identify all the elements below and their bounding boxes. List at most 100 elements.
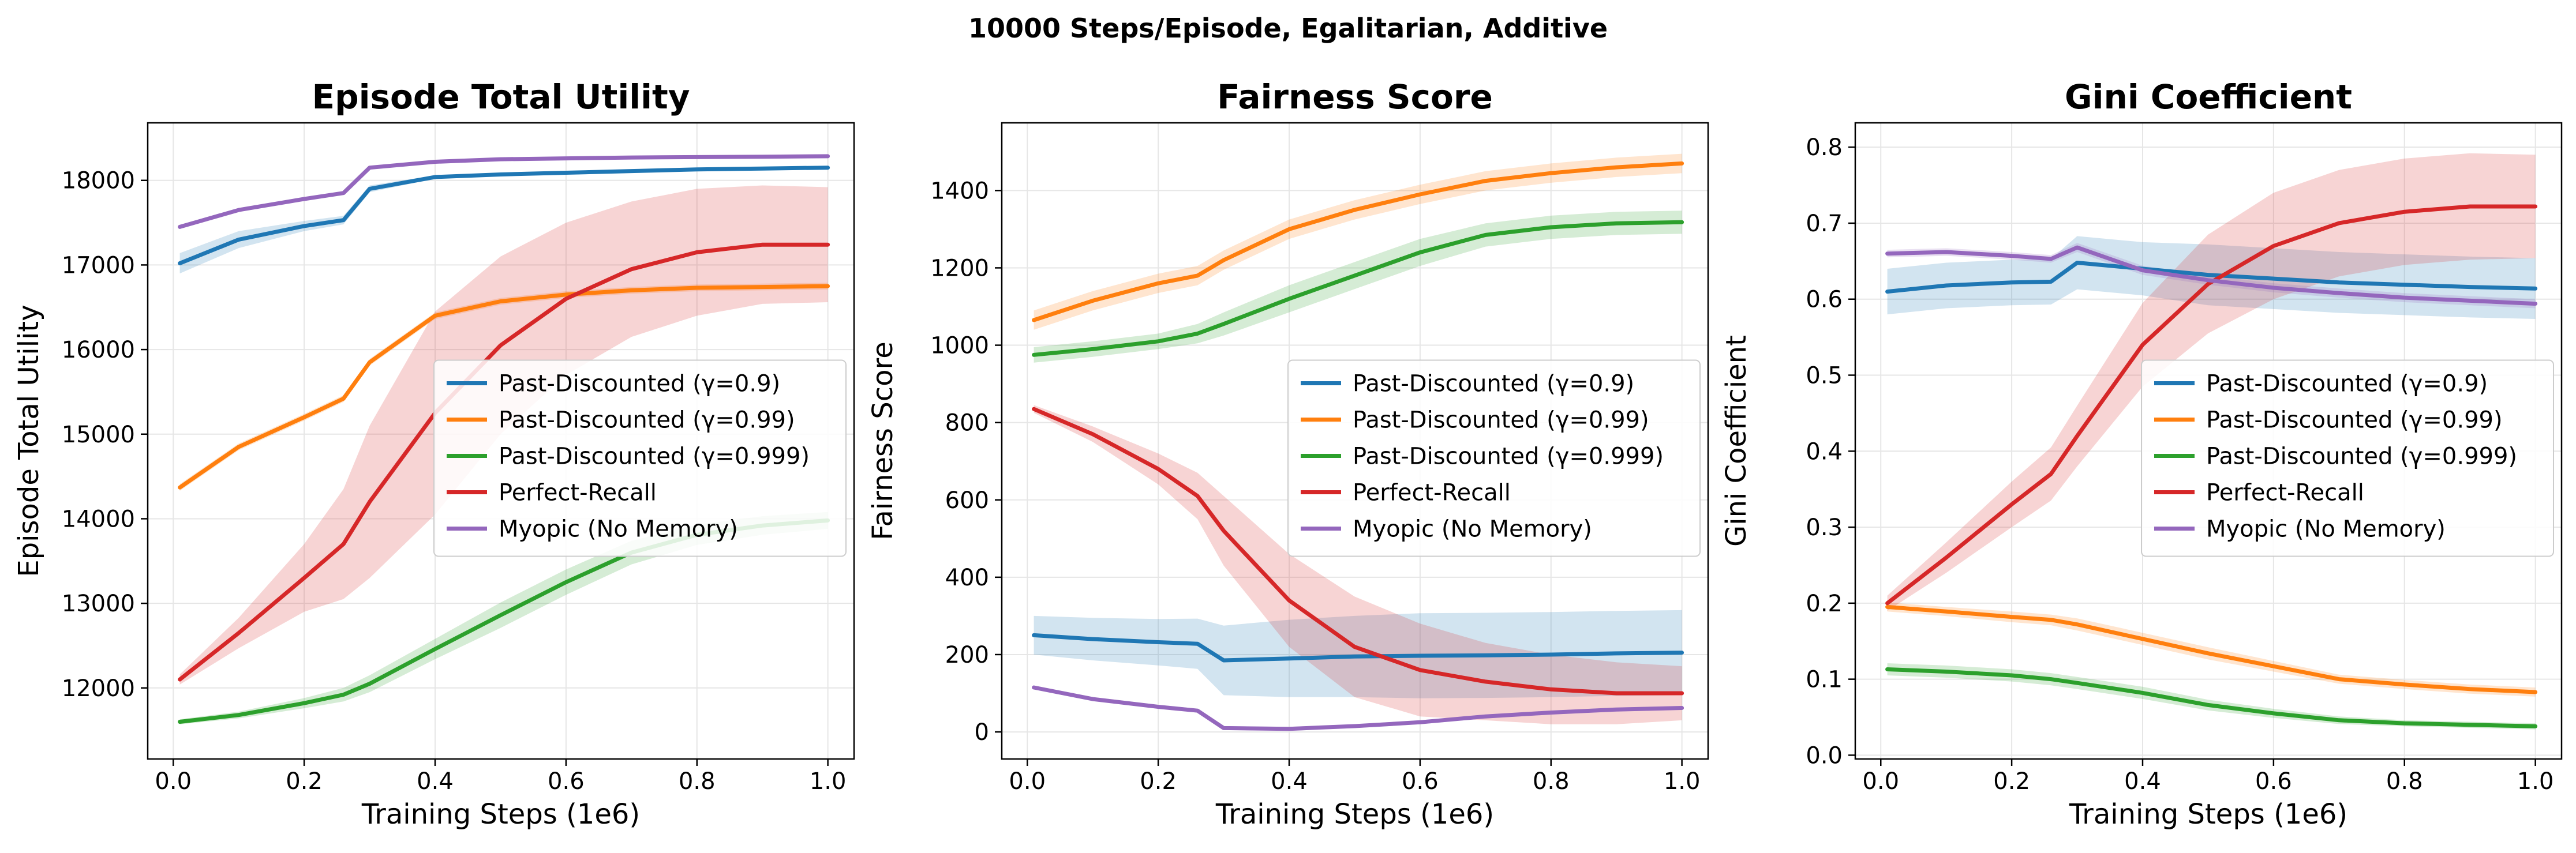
legend-label-past-discounted-0-99: Past-Discounted (γ=0.99) [499, 407, 795, 434]
x-tick-label: 0.0 [1862, 768, 1899, 795]
legend-label-past-discounted-0-99: Past-Discounted (γ=0.99) [1353, 407, 1649, 434]
y-tick-label: 1200 [930, 255, 989, 281]
x-tick-label: 0.6 [2255, 768, 2292, 795]
series-band-perfect-recall [1887, 153, 2536, 611]
y-tick-label: 16000 [62, 337, 135, 363]
series-band-past-discounted-0-999 [179, 512, 828, 724]
chart-panel-episode-total-utility: 0.0 0.2 0.4 0.6 0.8 1.0 12000 13000 14000 15000 16… [13, 77, 855, 831]
legend-label-perfect-recall: Perfect-Recall [2206, 480, 2364, 506]
x-tick-label: 0.4 [2124, 768, 2161, 795]
y-tick-label: 12000 [62, 675, 135, 702]
y-tick-label: 0.2 [1806, 591, 1843, 617]
legend-label-past-discounted-0-9: Past-Discounted (γ=0.9) [1353, 371, 1634, 397]
y-axis-label: Gini Coefficient [1720, 335, 1753, 547]
x-tick-label: 0.0 [1009, 768, 1046, 795]
x-tick-label: 0.0 [155, 768, 192, 795]
series-line-myopic-no-memory [178, 154, 830, 229]
y-tick-label: 18000 [62, 168, 135, 194]
y-tick-label: 0.1 [1806, 667, 1843, 693]
axes-frame [1854, 122, 2563, 760]
chart-title: Episode Total Utility [312, 77, 690, 117]
series-line-myopic-no-memory [1032, 685, 1684, 731]
legend-label-past-discounted-0-999: Past-Discounted (γ=0.999) [499, 444, 810, 470]
legend: Past-Discounted (γ=0.9) Past-Discounted (… [2141, 359, 2554, 557]
series-line-past-discounted-0-9 [1032, 633, 1684, 663]
x-tick-label: 0.2 [1993, 768, 2030, 795]
axes-frame [1001, 122, 1709, 760]
y-tick-label: 0.8 [1806, 134, 1843, 161]
chart-panel-fairness-score: 0.0 0.2 0.4 0.6 0.8 1.0 0 200 400 600 800 1000 1200 1… [867, 77, 1709, 831]
series-band-past-discounted-0-99 [1887, 602, 2536, 697]
y-tick-label: 13000 [62, 591, 135, 617]
series-line-perfect-recall [1032, 407, 1684, 696]
series-line-past-discounted-0-999 [1032, 220, 1684, 357]
series-band-perfect-recall [1034, 405, 1682, 724]
series-band-past-discounted-0-999 [1034, 211, 1682, 363]
legend-label-perfect-recall: Perfect-Recall [499, 480, 657, 506]
x-axis-label: Training Steps (1e6) [361, 798, 640, 831]
series-line-myopic-no-memory [1885, 245, 2538, 306]
series-band-past-discounted-0-9 [1887, 236, 2536, 319]
y-tick-label: 0 [975, 719, 989, 746]
y-tick-label: 0.5 [1806, 363, 1843, 389]
x-tick-label: 1.0 [810, 768, 847, 795]
x-tick-label: 0.6 [548, 768, 585, 795]
series-line-past-discounted-0-99 [178, 284, 830, 490]
y-axis-label: Fairness Score [867, 341, 899, 540]
series-line-past-discounted-0-9 [1885, 261, 2538, 294]
y-tick-label: 200 [945, 642, 989, 668]
x-tick-label: 0.8 [679, 768, 716, 795]
x-tick-label: 0.8 [1533, 768, 1570, 795]
chart-panel-gini-coefficient: 0.0 0.2 0.4 0.6 0.8 1.0 0.0 0.1 0.2 0.3 0.4 0.5 0.6 0… [1720, 77, 2563, 831]
y-tick-label: 1000 [930, 333, 989, 359]
x-tick-label: 0.8 [2386, 768, 2423, 795]
y-tick-label: 1400 [930, 178, 989, 204]
legend: Past-Discounted (γ=0.9) Past-Discounted (… [1287, 359, 1701, 557]
x-tick-label: 0.4 [1271, 768, 1308, 795]
x-axis-label: Training Steps (1e6) [1215, 798, 1494, 831]
x-tick-label: 0.6 [1402, 768, 1439, 795]
legend-box [2141, 359, 2554, 557]
series-line-past-discounted-0-99 [1032, 161, 1684, 322]
legend-box [1287, 359, 1701, 557]
y-tick-label: 400 [945, 565, 989, 591]
y-tick-label: 15000 [62, 422, 135, 448]
legend-label-perfect-recall: Perfect-Recall [1353, 480, 1511, 506]
y-tick-label: 14000 [62, 506, 135, 532]
legend-label-myopic-no-memory: Myopic (No Memory) [2206, 516, 2446, 543]
y-axis-label: Episode Total Utility [13, 305, 45, 577]
chart-title: Gini Coefficient [2065, 77, 2352, 117]
figure-suptitle: 10000 Steps/Episode, Egalitarian, Additi… [968, 13, 1608, 44]
legend-label-past-discounted-0-99: Past-Discounted (γ=0.99) [2206, 407, 2503, 434]
series-band-past-discounted-0-9 [1034, 610, 1682, 698]
chart-title: Fairness Score [1217, 77, 1493, 117]
x-tick-label: 0.2 [286, 768, 323, 795]
series-band-past-discounted-0-99 [1034, 153, 1682, 330]
x-tick-label: 0.2 [1140, 768, 1177, 795]
legend-label-myopic-no-memory: Myopic (No Memory) [499, 516, 738, 543]
y-tick-label: 0.3 [1806, 514, 1843, 541]
legend-label-past-discounted-0-999: Past-Discounted (γ=0.999) [2206, 444, 2517, 470]
x-axis-label: Training Steps (1e6) [2069, 798, 2347, 831]
series-line-past-discounted-0-9 [178, 166, 830, 265]
y-tick-label: 0.7 [1806, 211, 1843, 237]
legend-box [433, 359, 847, 557]
legend: Past-Discounted (γ=0.9) Past-Discounted (… [433, 359, 847, 557]
axes-frame [147, 122, 855, 760]
y-tick-label: 0.6 [1806, 287, 1843, 313]
y-tick-label: 600 [945, 487, 989, 514]
y-tick-label: 0.0 [1806, 742, 1843, 769]
legend-label-past-discounted-0-9: Past-Discounted (γ=0.9) [499, 371, 780, 397]
series-line-past-discounted-0-999 [1885, 667, 2538, 728]
x-tick-label: 0.4 [417, 768, 454, 795]
series-line-past-discounted-0-99 [1885, 604, 2538, 694]
legend-label-past-discounted-0-9: Past-Discounted (γ=0.9) [2206, 371, 2488, 397]
legend-label-past-discounted-0-999: Past-Discounted (γ=0.999) [1353, 444, 1664, 470]
legend-label-myopic-no-memory: Myopic (No Memory) [1353, 516, 1592, 543]
y-tick-label: 0.4 [1806, 438, 1843, 465]
y-tick-label: 17000 [62, 252, 135, 279]
y-tick-label: 800 [945, 410, 989, 437]
series-band-perfect-recall [179, 185, 828, 685]
x-tick-label: 1.0 [2517, 768, 2554, 795]
